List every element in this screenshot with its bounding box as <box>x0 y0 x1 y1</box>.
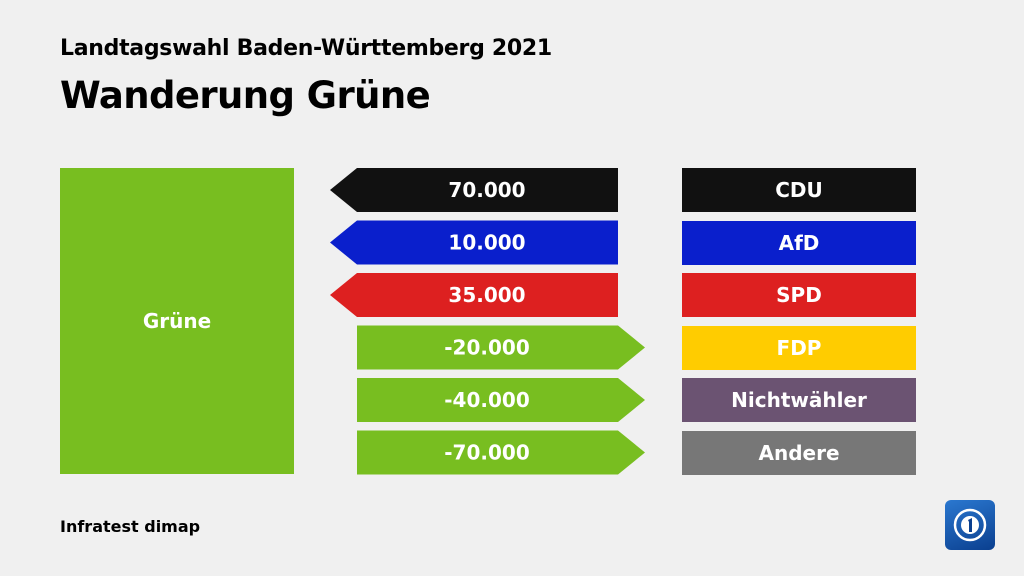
chart-title: Wanderung Grüne <box>60 74 431 117</box>
flow-arrow-spd <box>330 273 618 317</box>
party-label: Andere <box>758 440 840 465</box>
party-box-andere: Andere <box>682 430 916 475</box>
party-box-fdp: FDP <box>682 325 916 370</box>
flow-value-label: -70.000 <box>444 441 529 465</box>
party-box-afd: AfD <box>682 220 916 265</box>
flow-arrow-cdu <box>330 168 618 212</box>
party-label: SPD <box>776 283 822 307</box>
party-label: CDU <box>775 178 823 202</box>
source-party-box: Grüne <box>60 168 294 474</box>
party-label: FDP <box>776 335 822 360</box>
flow-value-label: -40.000 <box>444 388 529 412</box>
flow-value-label: 35.000 <box>448 283 525 307</box>
flow-arrow-afd <box>330 220 618 265</box>
party-label: AfD <box>778 230 820 255</box>
chart-subtitle: Landtagswahl Baden-Württemberg 2021 <box>60 36 552 61</box>
source-label: Infratest dimap <box>60 517 201 536</box>
tagesschau-logo-icon <box>945 500 995 550</box>
party-box-spd: SPD <box>682 273 916 317</box>
flow-arrow-fdp <box>357 325 645 370</box>
flow-value-label: 10.000 <box>448 231 525 255</box>
party-label: Nichtwähler <box>731 388 867 412</box>
flow-arrow-nichtwähler <box>357 378 645 422</box>
party-box-nichtwähler: Nichtwähler <box>682 378 916 422</box>
source-party-label: Grüne <box>142 309 212 333</box>
flow-value-label: 70.000 <box>448 178 525 202</box>
party-box-cdu: CDU <box>682 168 916 212</box>
flow-arrow-andere <box>357 430 645 475</box>
flow-value-label: -20.000 <box>444 336 529 360</box>
